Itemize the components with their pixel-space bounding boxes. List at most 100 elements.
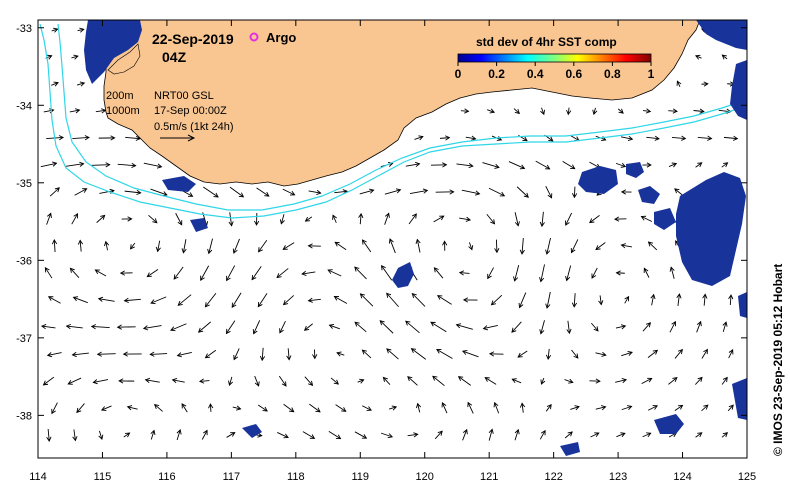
current-arrow-head [594, 432, 600, 437]
current-arrow [483, 324, 498, 330]
land-islet [107, 43, 141, 75]
current-arrow-head [198, 378, 205, 384]
current-arrow-head [514, 428, 520, 435]
current-arrow [573, 186, 576, 198]
current-arrow [173, 266, 184, 280]
current-arrow [79, 240, 82, 252]
current-arrow-head [647, 377, 653, 383]
current-arrow [621, 244, 632, 248]
current-arrow-head [44, 267, 50, 273]
current-arrow [65, 163, 84, 167]
current-arrow-head [73, 212, 79, 219]
current-arrow-head [650, 293, 656, 300]
x-tick-label: 118 [287, 471, 305, 483]
argo-label: Argo [266, 30, 296, 45]
current-arrow [545, 404, 552, 412]
current-arrow [434, 267, 444, 279]
current-arrow-head [279, 328, 284, 334]
current-arrow-head [258, 247, 263, 253]
current-arrow [482, 162, 500, 168]
current-arrow-head [722, 321, 728, 327]
current-arrow [535, 160, 550, 170]
current-arrow [696, 321, 702, 333]
current-arrow-head [462, 428, 468, 435]
current-arrow [77, 28, 84, 32]
current-arrow-head [74, 108, 81, 114]
current-arrow-head [733, 135, 739, 141]
plot-frame [37, 19, 748, 459]
current-arrow-head [236, 405, 242, 411]
current-arrow [330, 377, 339, 385]
scale-arrow-icon [160, 134, 196, 142]
current-arrow-head [354, 321, 360, 327]
current-arrow-head [171, 378, 178, 384]
current-arrow-head [468, 163, 474, 169]
current-arrow-head [126, 405, 133, 411]
current-arrow [154, 404, 163, 412]
current-arrow [334, 190, 348, 194]
current-arrow [335, 404, 346, 412]
current-arrow-head [65, 323, 71, 330]
current-arrow-head [437, 430, 443, 436]
current-arrow-head [511, 327, 517, 333]
current-arrow [508, 161, 525, 169]
current-arrow [571, 239, 579, 253]
current-arrow [486, 213, 495, 225]
current-arrow-head [567, 431, 573, 437]
current-arrow-head [488, 351, 495, 357]
current-arrow-head [703, 404, 709, 410]
x-tick-label: 125 [738, 471, 756, 483]
current-arrow-head [47, 54, 53, 60]
current-arrow-head [308, 380, 314, 386]
current-arrow-head [122, 351, 128, 357]
current-arrow-head [67, 380, 73, 385]
current-arrow-head [471, 135, 477, 141]
current-arrow-head [204, 353, 211, 359]
y-tick-label: -36 [16, 255, 32, 267]
current-arrow-head [316, 189, 322, 195]
current-arrow-head [257, 432, 263, 438]
current-arrow [593, 107, 596, 115]
current-arrow [541, 107, 545, 115]
current-arrow-head [129, 244, 135, 250]
current-arrow-head [722, 376, 728, 383]
current-arrow-head [94, 269, 100, 275]
current-arrow [278, 375, 287, 387]
current-arrow [229, 186, 244, 198]
current-arrow [487, 267, 494, 279]
current-arrow [304, 323, 313, 331]
current-arrow-head [208, 403, 214, 409]
current-arrow [432, 375, 445, 387]
current-arrow [695, 162, 703, 168]
current-arrow-head [703, 81, 709, 87]
colorbar-tick-label: 0.6 [565, 67, 582, 81]
current-arrow [405, 163, 420, 167]
current-arrow [676, 81, 681, 87]
current-arrow [727, 404, 734, 412]
current-arrow-head [366, 406, 372, 411]
current-arrow-head [458, 270, 465, 276]
colorbar-tick-label: 1 [648, 67, 655, 81]
legend-1000m: 1000m [106, 105, 140, 117]
current-arrow [51, 402, 58, 414]
current-arrow [105, 241, 108, 251]
current-arrow-head [84, 135, 90, 141]
current-arrow [205, 349, 217, 359]
current-arrow [359, 213, 362, 225]
current-arrow [467, 402, 474, 414]
current-arrow [541, 211, 544, 227]
current-arrow-head [570, 247, 576, 254]
credit-text: © IMOS 23-Sep-2019 05:12 Hobart [771, 264, 785, 456]
current-arrow-head [181, 403, 187, 409]
current-arrow-head [231, 302, 237, 309]
current-arrow-head [415, 161, 421, 168]
current-arrow-head [566, 328, 572, 335]
current-arrow [723, 136, 738, 140]
current-arrow-head [200, 275, 205, 282]
current-arrow-head [110, 135, 116, 141]
current-arrow-head [46, 352, 53, 358]
current-arrow [462, 429, 468, 441]
current-arrow-head [225, 328, 231, 335]
current-arrow [701, 349, 708, 359]
current-arrow-head [652, 405, 659, 410]
